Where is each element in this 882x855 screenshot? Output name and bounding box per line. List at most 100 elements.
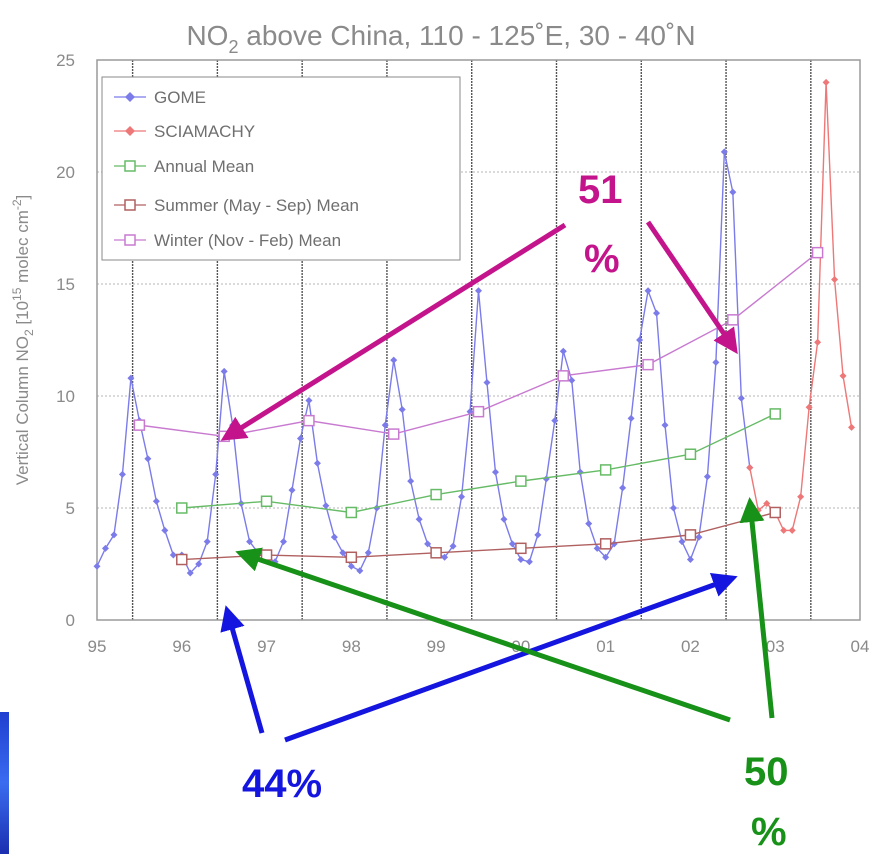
data-point-gome	[330, 533, 338, 541]
y-tick-label: 15	[56, 275, 75, 294]
data-point-summer-may-sep-mean	[684, 529, 697, 541]
legend-item-summer-mean: Summer (May - Sep) Mean	[114, 196, 359, 215]
data-point-gome	[653, 309, 661, 317]
data-point-gome	[542, 475, 550, 483]
data-point-gome	[220, 367, 228, 375]
x-tick-label: 95	[88, 637, 107, 656]
data-point-gome	[101, 544, 109, 552]
data-point-gome	[186, 569, 194, 577]
series-annual-mean	[176, 408, 781, 519]
data-point-winter-nov-feb-mean	[133, 419, 146, 431]
annotation-50-percent: %	[751, 810, 787, 854]
data-point-summer-may-sep-mean	[769, 506, 781, 519]
data-point-gome	[695, 533, 703, 541]
data-point-sciamachy	[831, 276, 839, 284]
x-tick-label: 98	[342, 637, 361, 656]
legend-box	[101, 76, 461, 261]
data-point-gome	[203, 538, 211, 546]
data-point-gome	[390, 356, 398, 364]
data-point-gome	[475, 287, 482, 295]
legend-item-winter-mean: Winter (Nov - Feb) Mean	[114, 231, 341, 250]
arrow-51-right	[645, 220, 738, 355]
legend: GOME SCIAMACHY Annual Mean Summer (May -…	[101, 76, 461, 261]
data-point-annual-mean	[345, 506, 358, 519]
data-point-summer-may-sep-mean	[599, 538, 612, 550]
data-point-gome	[678, 538, 686, 546]
data-point-gome	[161, 526, 169, 534]
data-point-gome	[500, 515, 508, 523]
x-tick-label: 03	[766, 637, 785, 656]
data-point-sciamachy	[797, 493, 805, 501]
data-point-gome	[508, 540, 516, 548]
data-point-sciamachy	[788, 526, 796, 534]
data-point-sciamachy	[822, 78, 830, 86]
data-point-gome	[169, 551, 177, 559]
data-point-summer-may-sep-mean	[345, 551, 358, 564]
data-point-annual-mean	[684, 448, 697, 460]
annotation-50-number: 50	[744, 750, 789, 794]
data-point-gome	[593, 544, 601, 552]
data-point-gome	[720, 148, 728, 156]
data-point-gome	[212, 470, 220, 478]
annotation-44-percent: 44%	[242, 762, 322, 806]
data-point-gome	[551, 417, 559, 425]
data-point-annual-mean	[430, 488, 442, 501]
data-point-gome	[712, 358, 720, 366]
decorative-side-strip	[0, 712, 9, 854]
data-point-gome	[127, 374, 135, 382]
data-point-gome	[398, 405, 406, 413]
data-point-winter-nov-feb-mean	[303, 414, 315, 427]
data-point-gome	[110, 531, 118, 539]
series-summer-may-sep-mean	[176, 506, 781, 566]
data-point-gome	[619, 484, 627, 492]
data-point-annual-mean	[515, 475, 527, 487]
data-point-gome	[424, 540, 432, 548]
data-point-sciamachy	[814, 338, 822, 346]
data-point-gome	[568, 376, 576, 384]
series-line-gome	[96, 151, 751, 575]
x-tick-label: 02	[681, 637, 700, 656]
axis-tick-labels: 959697989900010203040510152025	[56, 51, 869, 656]
data-point-gome	[118, 470, 126, 478]
data-point-gome	[407, 477, 415, 485]
arrow-44-right	[284, 573, 738, 743]
y-tick-label: 10	[56, 387, 75, 406]
data-point-gome	[737, 394, 745, 402]
data-point-gome	[246, 538, 254, 546]
x-tick-label: 04	[851, 637, 870, 656]
data-point-gome	[322, 502, 330, 510]
legend-label-annual-mean: Annual Mean	[154, 157, 254, 176]
data-point-gome	[644, 287, 652, 295]
data-point-summer-may-sep-mean	[176, 553, 188, 566]
data-point-gome	[195, 560, 203, 568]
arrow-50-right	[739, 497, 775, 719]
data-point-sciamachy	[780, 526, 788, 534]
data-point-winter-nov-feb-mean	[557, 370, 570, 382]
data-point-sciamachy	[848, 423, 856, 431]
data-point-annual-mean	[769, 408, 781, 420]
data-point-gome	[491, 468, 499, 476]
data-point-sciamachy	[805, 403, 813, 411]
y-tick-label: 0	[66, 611, 75, 630]
data-series	[93, 78, 856, 577]
series-gome	[93, 148, 754, 577]
series-winter-nov-feb-mean	[133, 246, 824, 443]
data-point-gome	[661, 421, 669, 429]
data-point-gome	[288, 486, 296, 494]
data-point-gome	[339, 549, 347, 557]
data-point-gome	[152, 497, 160, 505]
data-point-gome	[449, 542, 457, 550]
series-line-sciamachy	[749, 82, 853, 532]
data-point-gome	[534, 531, 542, 539]
data-point-gome	[703, 473, 711, 481]
x-tick-label: 99	[427, 637, 446, 656]
y-tick-label: 25	[56, 51, 75, 70]
data-point-gome	[296, 435, 304, 443]
legend-marker-gome	[125, 92, 135, 102]
data-point-gome	[364, 549, 372, 557]
legend-label-summer-mean: Summer (May - Sep) Mean	[154, 196, 359, 215]
data-point-gome	[280, 538, 288, 546]
data-point-gome	[517, 556, 525, 564]
legend-label-gome: GOME	[154, 88, 206, 107]
